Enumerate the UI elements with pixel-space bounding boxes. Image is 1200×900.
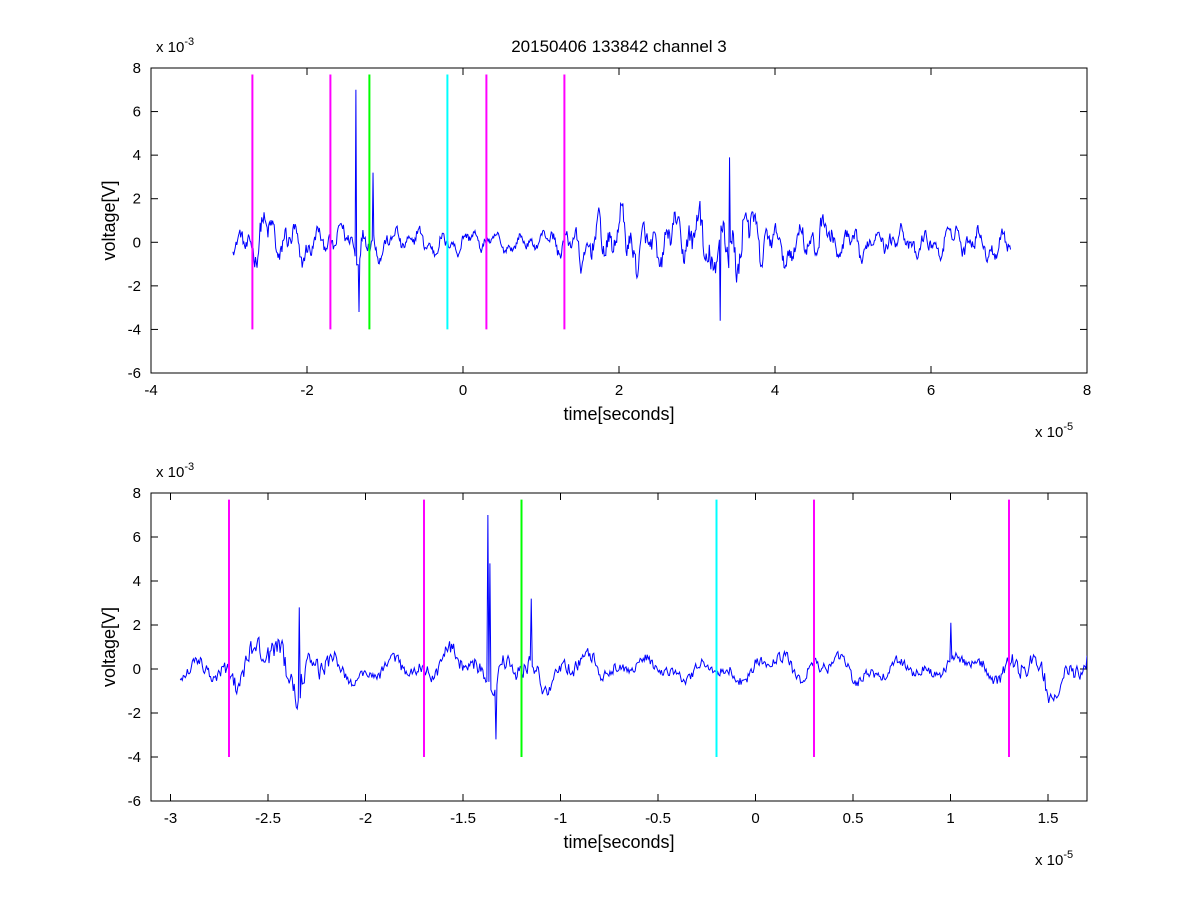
y-tick-label: 6 xyxy=(133,104,141,121)
x-axis-title: time[seconds] xyxy=(563,832,674,852)
x-tick-label: 0 xyxy=(751,810,759,827)
y-exponent-base: x 10 xyxy=(156,39,184,56)
x-tick-label: -2 xyxy=(300,382,313,399)
x-exponent-power: -5 xyxy=(1063,849,1073,861)
y-axis-title: voltage[V] xyxy=(99,607,119,687)
y-tick-label: 4 xyxy=(133,573,141,590)
y-tick-label: -6 xyxy=(128,365,141,382)
y-axis-title: voltage[V] xyxy=(99,180,119,260)
y-exponent-power: -3 xyxy=(184,36,194,48)
voltage-signal-line xyxy=(179,514,1087,740)
x-exponent-base: x 10 xyxy=(1035,424,1063,441)
x-tick-label: 6 xyxy=(927,382,935,399)
y-exponent-base: x 10 xyxy=(156,464,184,481)
x-tick-label: 8 xyxy=(1083,382,1091,399)
y-tick-label: 8 xyxy=(133,485,141,502)
y-tick-label: -4 xyxy=(128,321,141,338)
x-tick-label: -0.5 xyxy=(645,810,671,827)
y-tick-label: 8 xyxy=(133,60,141,77)
y-tick-label: -6 xyxy=(128,793,141,810)
y-tick-label: 2 xyxy=(133,617,141,634)
y-tick-label: -4 xyxy=(128,749,141,766)
y-tick-label: 4 xyxy=(133,147,141,164)
plot-frame xyxy=(150,67,1088,374)
y-tick-label: 6 xyxy=(133,529,141,546)
y-exponent-label: x 10-3 xyxy=(156,461,194,481)
y-tick-label: -2 xyxy=(128,278,141,295)
x-tick-label: -1.5 xyxy=(450,810,476,827)
y-exponent-power: -3 xyxy=(184,461,194,473)
x-tick-label: 0.5 xyxy=(843,810,864,827)
x-exponent-power: -5 xyxy=(1063,421,1073,433)
top-plot-panel: -4 -2 0 2 4 6 8-6-4-202468time[seconds]voltage… xyxy=(99,36,1091,441)
x-tick-label: 1 xyxy=(946,810,954,827)
x-tick-label: -2.5 xyxy=(255,810,281,827)
x-tick-label: 1.5 xyxy=(1038,810,1059,827)
voltage-signal-line xyxy=(232,89,1012,321)
bottom-plot-panel: -3 -2.5 -2 -1.5 -1 -0.5 0 0.5 1 1.5 -6 -4 -2 0 2 4 6 8 tim… xyxy=(99,461,1088,869)
y-tick-label: 2 xyxy=(133,191,141,208)
y-tick-label: 0 xyxy=(133,661,141,678)
y-tick-label: 0 xyxy=(133,234,141,251)
plot-frame xyxy=(150,492,1088,802)
x-exponent-base: x 10 xyxy=(1035,852,1063,869)
x-tick-label: -4 xyxy=(144,382,157,399)
x-tick-label: 4 xyxy=(771,382,779,399)
x-exponent-label: x 10-5 xyxy=(1035,849,1073,869)
x-tick-label: 0 xyxy=(459,382,467,399)
x-exponent-label: x 10-5 xyxy=(1035,421,1073,441)
chart-title: 20150406 133842 channel 3 xyxy=(511,37,727,56)
x-tick-label: -1 xyxy=(554,810,567,827)
x-tick-label: 2 xyxy=(615,382,623,399)
x-tick-label: -2 xyxy=(359,810,372,827)
y-exponent-label: x 10-3 xyxy=(156,36,194,56)
x-tick-label: -3 xyxy=(164,810,177,827)
x-axis-title: time[seconds] xyxy=(563,404,674,424)
y-tick-label: -2 xyxy=(128,705,141,722)
